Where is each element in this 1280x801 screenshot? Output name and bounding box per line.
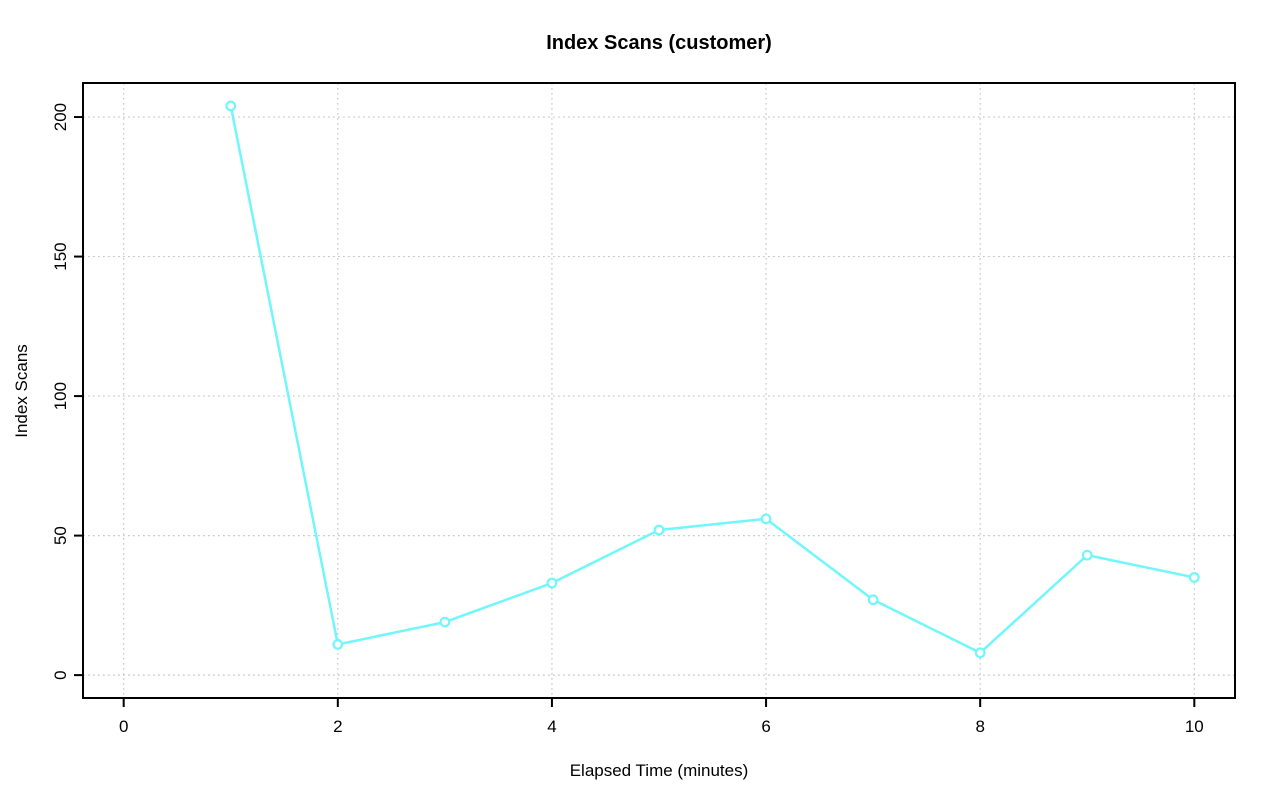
y-tick-label: 150	[51, 242, 70, 270]
x-tick-label: 0	[119, 717, 128, 736]
series-line	[229, 105, 1195, 655]
data-point-marker	[225, 100, 237, 112]
data-point-marker	[653, 524, 665, 536]
data-point-marker	[439, 616, 451, 628]
data-series	[225, 100, 1200, 659]
y-tick-label: 100	[51, 382, 70, 410]
x-tick-label: 4	[547, 717, 556, 736]
x-tick-label: 10	[1185, 717, 1204, 736]
y-tick-label: 50	[51, 526, 70, 545]
data-point-marker	[1081, 549, 1093, 561]
x-tick-label: 8	[975, 717, 984, 736]
data-point-marker	[1188, 572, 1200, 583]
y-axis-label: Index Scans	[12, 344, 31, 438]
data-point-marker	[332, 639, 344, 650]
x-axis-label: Elapsed Time (minutes)	[570, 761, 749, 780]
x-tick-label: 2	[333, 717, 342, 736]
x-tick-label: 6	[761, 717, 770, 736]
y-tick-label: 200	[51, 103, 70, 131]
chart-title: Index Scans (customer)	[546, 32, 772, 54]
y-tick-label: 0	[51, 670, 70, 679]
data-point-marker	[546, 577, 558, 589]
data-point-marker	[974, 647, 986, 659]
data-point-marker	[760, 513, 772, 525]
gridlines	[83, 83, 1235, 698]
data-point-marker	[867, 594, 879, 606]
plot-border	[82, 82, 1236, 699]
